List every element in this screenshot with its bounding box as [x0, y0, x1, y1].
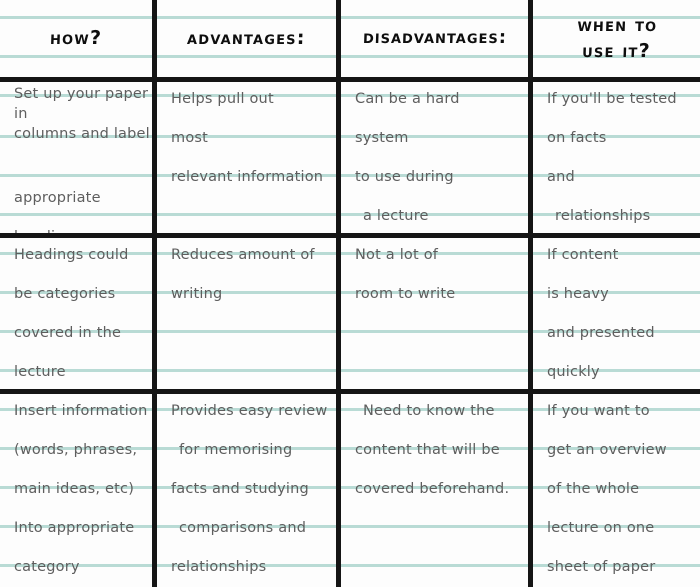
- table-row: If content is heavy and presented quickl…: [533, 238, 700, 394]
- cell-line: facts and studying: [171, 481, 309, 497]
- cell-line: is heavy: [547, 286, 609, 302]
- cell-line: Helps pull out: [171, 91, 274, 107]
- table-row: Set up your paper in columns and label a…: [0, 82, 157, 238]
- cell-line: sheet of paper: [547, 559, 656, 575]
- header-label-advantages: Advantages:: [186, 26, 307, 49]
- cell-line: on facts: [547, 130, 607, 146]
- cell-line: category: [14, 559, 80, 575]
- cell-line: content that will be: [355, 442, 500, 458]
- cell-line: columns and label: [14, 126, 150, 142]
- cell-line: lecture on one: [547, 520, 655, 536]
- table-row: Headings could be categories covered in …: [0, 238, 157, 394]
- cell-line: If you'll be tested: [547, 91, 677, 107]
- cell-line: covered beforehand.: [355, 481, 510, 497]
- header-label-when: When to use it?: [576, 13, 658, 62]
- cell-line-blank: [14, 144, 146, 183]
- cell-line: of the whole: [547, 481, 640, 497]
- table-row: Provides easy review for memorising fact…: [157, 394, 341, 587]
- cell-line: comparisons and: [179, 520, 307, 536]
- table-row: If you'll be tested on facts and relatio…: [533, 82, 700, 238]
- cell-line: for memorising: [179, 442, 293, 458]
- table-row: Can be a hard system to use during a lec…: [341, 82, 533, 238]
- table-header-how: How?: [0, 0, 157, 82]
- table-row: Helps pull out most relevant information: [157, 82, 341, 238]
- cell-line: be categories: [14, 286, 116, 302]
- cell-line: quickly: [547, 364, 600, 380]
- cell-line: room to write: [355, 286, 456, 302]
- cell-line: relationships: [171, 559, 267, 575]
- table-row: Insert information (words, phrases, main…: [0, 394, 157, 587]
- cell-line: Reduces amount of: [171, 247, 315, 263]
- cell-line: and presented: [547, 325, 655, 341]
- table-row: Need to know the content that will be co…: [341, 394, 533, 587]
- header-label-how: How?: [49, 26, 103, 49]
- table-header-disadvantages: Disadvantages:: [341, 0, 533, 82]
- cell-line: appropriate: [14, 190, 101, 206]
- table-header-when: When to use it?: [533, 0, 700, 82]
- cell-line: Not a lot of: [355, 247, 439, 263]
- cell-line: (words, phrases,: [14, 442, 138, 458]
- cell-line: most: [171, 130, 209, 146]
- table-row: Reduces amount of writing: [157, 238, 341, 394]
- cell-line: system: [355, 130, 409, 146]
- cell-line: a lecture: [363, 208, 429, 224]
- cell-line: main ideas, etc): [14, 481, 135, 497]
- table-header-advantages: Advantages:: [157, 0, 341, 82]
- cell-line: relationships: [555, 208, 651, 224]
- cell-line: Headings could: [14, 247, 129, 263]
- cell-line: Into appropriate: [14, 520, 135, 536]
- header-label-disadvantages: Disadvantages:: [362, 27, 507, 49]
- cell-line: Insert information: [14, 403, 148, 419]
- cell-line: Need to know the: [363, 403, 495, 419]
- cell-line: writing: [171, 286, 223, 302]
- cell-line: If you want to: [547, 403, 650, 419]
- table-row: Not a lot of room to write: [341, 238, 533, 394]
- cell-line: covered in the: [14, 325, 122, 341]
- cell-line: and: [547, 169, 575, 185]
- cell-line: headings.: [14, 229, 87, 238]
- cell-line: lecture: [14, 364, 66, 380]
- cell-line: to use during: [355, 169, 454, 185]
- cell-line: Provides easy review: [171, 403, 328, 419]
- cell-line: in: [14, 106, 28, 122]
- table-row: If you want to get an overview of the wh…: [533, 394, 700, 587]
- cell-line: Can be a hard: [355, 91, 460, 107]
- cell-line: If content: [547, 247, 619, 263]
- cell-line: Set up your paper: [14, 86, 149, 102]
- cell-line: relevant information: [171, 169, 324, 185]
- cell-line: get an overview: [547, 442, 667, 458]
